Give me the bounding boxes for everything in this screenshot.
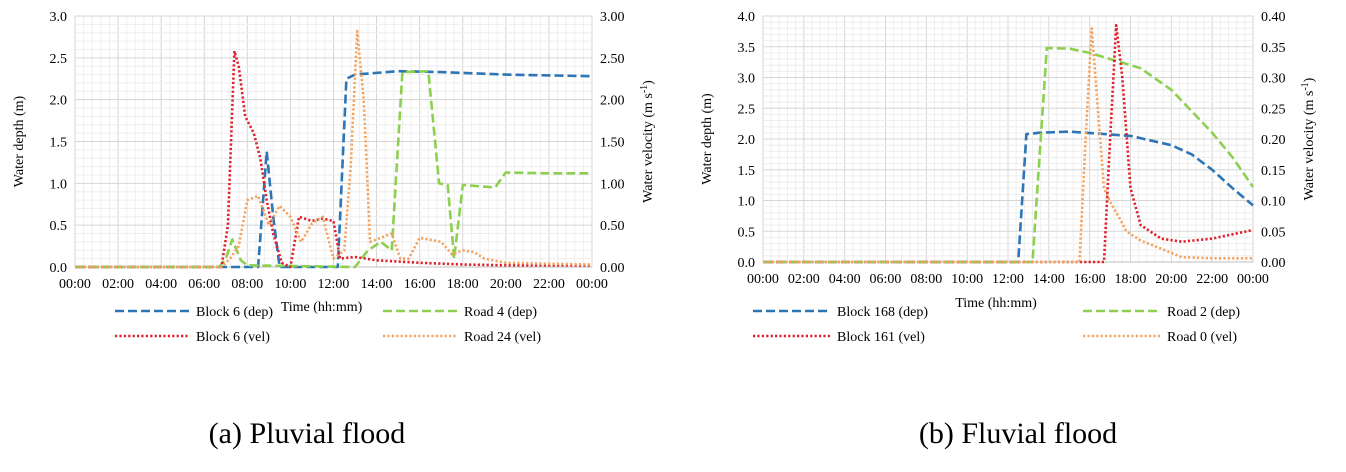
legend-label-1: Block 168 (dep) <box>837 305 928 320</box>
x-tick-label: 00:00 <box>59 277 91 292</box>
x-tick-label: 18:00 <box>1115 272 1147 287</box>
series-line-1 <box>75 69 593 269</box>
y-tick-label-right: 0.05 <box>1261 225 1286 240</box>
y-axis-title-right-superscript: -1 <box>1300 82 1311 90</box>
legend-label-3: Block 6 (vel) <box>196 330 270 345</box>
panel-caption: (a) Pluvial flood <box>209 417 406 450</box>
x-tick-label: 02:00 <box>102 277 134 292</box>
x-tick-label: 20:00 <box>1155 272 1187 287</box>
y-axis-title-right-superscript: -1 <box>639 85 650 93</box>
y-tick-label-left: 0.0 <box>738 256 756 271</box>
plot-grid <box>762 15 1254 263</box>
y-tick-label-left: 3.0 <box>50 10 68 25</box>
y-axis-title-right-text: Water velocity (m s <box>1302 91 1317 201</box>
legend-label-1: Block 6 (dep) <box>196 305 273 320</box>
x-tick-label: 08:00 <box>910 272 942 287</box>
legend: Block 168 (dep) Road 2 (dep) Block 161 (ve… <box>753 305 1240 345</box>
x-tick-label: 06:00 <box>188 277 220 292</box>
legend-label-3: Block 161 (vel) <box>837 330 925 345</box>
y-tick-label-right: 0.00 <box>600 261 625 276</box>
y-tick-label-right: 0.00 <box>1261 256 1286 271</box>
x-tick-label: 04:00 <box>145 277 177 292</box>
series-line-3 <box>763 23 1254 264</box>
y-tick-label-left: 1.0 <box>738 195 756 210</box>
series-line-3 <box>75 49 592 269</box>
y-tick-label-right: 2.00 <box>600 94 625 109</box>
y-tick-label-right: 1.50 <box>600 136 625 151</box>
y-tick-label-right: 0.25 <box>1261 102 1286 117</box>
series-line-4 <box>763 27 1253 264</box>
y-tick-label-right: 0.15 <box>1261 164 1286 179</box>
x-tick-label: 16:00 <box>1074 272 1106 287</box>
y-tick-label-left: 4.0 <box>738 10 756 25</box>
y-axis-title-right: Water velocity (m s-1) <box>1300 77 1317 200</box>
chart-panel-2: 0.0 0.5 1.0 1.5 2.0 2.5 3.0 3.5 4.0 0.00 0.05 0.10 0… <box>700 10 1317 450</box>
x-axis-title: Time (hh:mm) <box>955 296 1037 311</box>
x-tick-label: 22:00 <box>533 277 565 292</box>
y-tick-label-right: 1.00 <box>600 177 625 192</box>
x-tick-label: 14:00 <box>361 277 393 292</box>
x-tick-label: 00:00 <box>576 277 608 292</box>
x-tick-label: 20:00 <box>490 277 522 292</box>
y-tick-label-left: 1.0 <box>50 177 68 192</box>
y-tick-label-left: 2.0 <box>738 133 756 148</box>
series-line-1 <box>763 130 1254 264</box>
y-tick-label-left: 0.0 <box>50 261 68 276</box>
y-axis-title-right: Water velocity (m s-1) <box>639 80 656 203</box>
panel-caption: (b) Fluvial flood <box>919 417 1117 450</box>
legend-label-4: Road 24 (vel) <box>464 330 541 345</box>
x-tick-label: 14:00 <box>1033 272 1065 287</box>
y-tick-label-right: 0.35 <box>1261 41 1286 56</box>
legend: Block 6 (dep) Road 4 (dep) Block 6 (vel) Ro… <box>115 305 541 345</box>
x-tick-label: 04:00 <box>829 272 861 287</box>
plot-grid <box>74 15 593 268</box>
legend-label-2: Road 2 (dep) <box>1167 305 1240 320</box>
y-tick-label-left: 0.5 <box>738 225 756 240</box>
y-axis-title-left: Water depth (m) <box>12 95 27 187</box>
y-tick-label-right: 0.20 <box>1261 133 1286 148</box>
y-axis-title-right-close: ) <box>1302 77 1317 82</box>
y-tick-label-left: 2.0 <box>50 94 68 109</box>
y-tick-label-left: 1.5 <box>50 136 68 151</box>
legend-label-4: Road 0 (vel) <box>1167 330 1237 345</box>
x-tick-label: 12:00 <box>992 272 1024 287</box>
x-tick-label: 08:00 <box>231 277 263 292</box>
y-axis-title-right-close: ) <box>641 80 656 85</box>
x-tick-label: 10:00 <box>951 272 983 287</box>
x-tick-label: 16:00 <box>404 277 436 292</box>
x-axis-title: Time (hh:mm) <box>281 300 363 315</box>
y-tick-label-right: 2.50 <box>600 52 625 67</box>
y-axis-title-left: Water depth (m) <box>700 93 715 185</box>
series-line-2 <box>75 69 592 269</box>
y-tick-label-left: 2.5 <box>738 102 756 117</box>
y-tick-label-right: 0.40 <box>1261 10 1286 25</box>
y-tick-label-left: 3.5 <box>738 41 756 56</box>
y-tick-label-right: 0.30 <box>1261 72 1286 87</box>
x-tick-label: 02:00 <box>788 272 820 287</box>
y-tick-label-left: 0.5 <box>50 219 68 234</box>
y-tick-label-left: 1.5 <box>738 164 756 179</box>
chart-panel-1: 0.0 0.5 1.0 1.5 2.0 2.5 3.0 0.00 0.50 1.00 1.50 2.0… <box>12 10 656 450</box>
series-line-4 <box>75 29 593 269</box>
y-tick-label-right: 0.10 <box>1261 195 1286 210</box>
x-tick-label: 06:00 <box>870 272 902 287</box>
x-tick-label: 00:00 <box>1237 272 1269 287</box>
y-tick-label-left: 2.5 <box>50 52 68 67</box>
y-tick-label-left: 3.0 <box>738 72 756 87</box>
x-tick-label: 00:00 <box>747 272 779 287</box>
x-tick-label: 12:00 <box>318 277 350 292</box>
x-tick-label: 18:00 <box>447 277 479 292</box>
y-tick-label-right: 0.50 <box>600 219 625 234</box>
x-tick-label: 22:00 <box>1196 272 1228 287</box>
x-tick-label: 10:00 <box>274 277 306 292</box>
legend-label-2: Road 4 (dep) <box>464 305 537 320</box>
y-axis-title-right-text: Water velocity (m s <box>641 93 656 203</box>
y-tick-label-right: 3.00 <box>600 10 625 25</box>
